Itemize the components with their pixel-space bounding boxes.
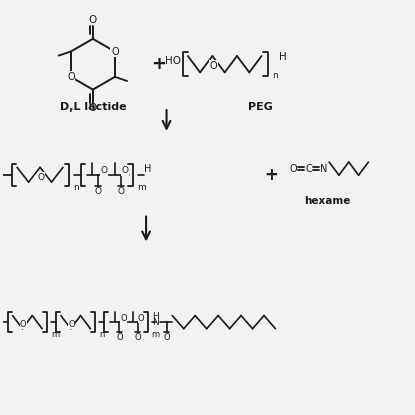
Text: PEG: PEG xyxy=(248,102,273,112)
Text: +: + xyxy=(151,55,166,73)
Text: O: O xyxy=(68,320,75,329)
Text: n: n xyxy=(273,71,278,80)
Text: N: N xyxy=(153,317,159,327)
Text: m: m xyxy=(51,330,59,339)
Text: H: H xyxy=(144,164,151,174)
Text: O: O xyxy=(95,188,102,196)
Text: O: O xyxy=(163,333,170,342)
Text: O: O xyxy=(120,314,127,322)
Text: H: H xyxy=(153,312,159,321)
Text: O: O xyxy=(37,173,44,182)
Text: N: N xyxy=(320,164,327,173)
Text: D,L lactide: D,L lactide xyxy=(59,102,126,112)
Text: O: O xyxy=(116,333,123,342)
Text: +: + xyxy=(264,166,278,184)
Text: O: O xyxy=(67,72,75,82)
Text: O: O xyxy=(138,314,144,322)
Text: H: H xyxy=(279,52,287,62)
Text: O: O xyxy=(100,166,107,175)
Text: hexame: hexame xyxy=(304,196,350,206)
Text: n: n xyxy=(73,183,79,192)
Text: m: m xyxy=(137,183,145,192)
Text: O: O xyxy=(134,333,141,342)
Text: O: O xyxy=(210,61,217,71)
Text: C: C xyxy=(305,164,312,173)
Text: O: O xyxy=(117,188,124,196)
Text: O: O xyxy=(89,103,97,113)
Text: m: m xyxy=(151,330,159,339)
Text: O: O xyxy=(111,46,119,56)
Text: O: O xyxy=(20,320,27,329)
Text: n: n xyxy=(99,330,104,339)
Text: O: O xyxy=(290,164,297,173)
Text: O: O xyxy=(89,15,97,25)
Text: HO: HO xyxy=(165,56,181,66)
Text: O: O xyxy=(121,166,128,175)
